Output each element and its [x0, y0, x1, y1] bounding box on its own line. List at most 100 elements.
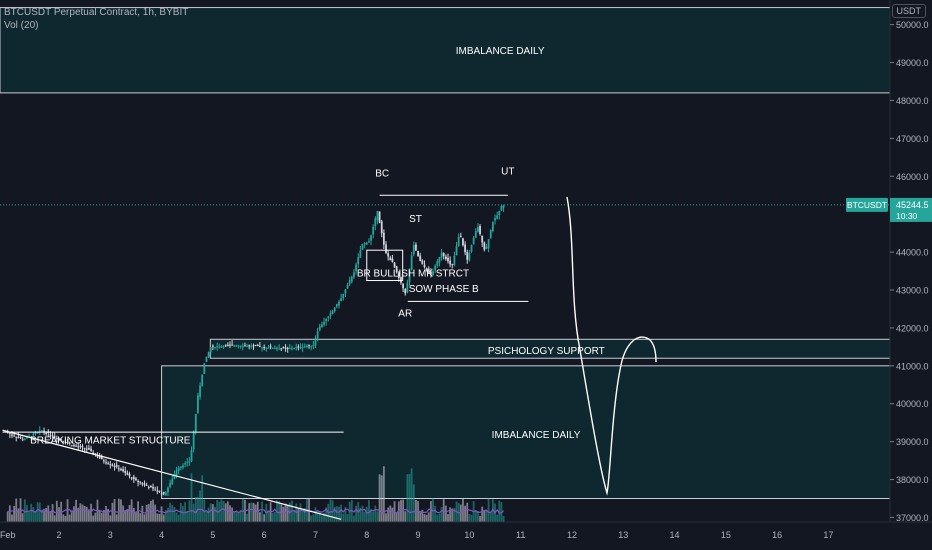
candle-body	[273, 348, 276, 350]
volume-bar	[190, 473, 193, 522]
volume-bar	[498, 500, 501, 522]
volume-bar	[201, 475, 204, 522]
x-tick-label: 9	[416, 530, 421, 540]
candle-body	[374, 218, 377, 226]
zone-box-3	[161, 365, 891, 499]
candle-body	[325, 319, 328, 322]
candle-body	[70, 445, 73, 447]
candle-body	[397, 272, 400, 278]
candle-body	[201, 374, 204, 387]
volume-bar	[62, 514, 65, 522]
candle-body	[297, 346, 300, 348]
volume-bar	[389, 505, 392, 522]
candle-body	[335, 303, 338, 307]
volume-bar	[451, 508, 454, 522]
volume-bar	[308, 498, 310, 522]
candle-body	[190, 450, 193, 462]
candle-body	[455, 246, 458, 256]
candle-body	[462, 238, 464, 246]
candle-body	[6, 432, 9, 434]
volume-indicator-label[interactable]: Vol (20)	[4, 20, 39, 31]
candle-body	[357, 257, 360, 265]
candle-body	[263, 346, 266, 348]
volume-bar	[55, 500, 58, 522]
zone-label-3: IMBALANCE DAILY	[492, 430, 581, 441]
volume-bar	[205, 511, 208, 522]
candle-body	[500, 206, 503, 211]
volume-bar	[85, 506, 88, 522]
x-tick-label: 15	[721, 530, 731, 540]
zone-label-1: IMBALANCE DAILY	[456, 46, 545, 57]
x-tick-label: 10	[464, 530, 474, 540]
candle-body	[23, 439, 26, 441]
candle-body	[90, 448, 92, 452]
candle-body	[466, 252, 469, 260]
volume-bar	[207, 507, 210, 522]
candle-body	[45, 432, 48, 434]
volume-bar	[209, 503, 212, 522]
volume-bar	[391, 507, 394, 522]
volume-bar	[434, 505, 437, 522]
volume-bar	[412, 484, 415, 522]
candle-body	[233, 345, 236, 347]
volume-bar	[387, 507, 390, 522]
volume-bar	[397, 501, 400, 522]
candle-body	[440, 252, 443, 258]
candle-body	[152, 487, 154, 489]
volume-bar	[26, 505, 28, 522]
volume-bar	[171, 504, 174, 522]
volume-bar	[36, 502, 39, 522]
candle-body	[147, 486, 150, 488]
volume-bar	[303, 507, 306, 522]
candle-body	[205, 356, 208, 362]
volume-bar	[425, 514, 428, 522]
annotation-7: BREAKING MARKET STRUCTURE	[30, 436, 191, 447]
candle-body	[203, 363, 206, 374]
volume-bar	[459, 504, 462, 522]
volume-bar	[53, 515, 56, 522]
candle-body	[291, 348, 293, 350]
volume-bar	[64, 515, 67, 522]
volume-bar	[68, 514, 71, 522]
volume-bar	[203, 499, 206, 522]
candle-body	[120, 468, 122, 471]
volume-bar	[487, 498, 490, 522]
candle-body	[216, 346, 219, 348]
y-tick-label: 38000.0	[896, 475, 929, 485]
currency-button[interactable]: USDT	[891, 4, 926, 18]
candle-body	[267, 347, 270, 349]
y-tick-label: 42000.0	[896, 323, 929, 333]
candle-body	[111, 464, 114, 466]
candle-body	[344, 289, 347, 294]
candle-body	[295, 347, 298, 349]
candle-body	[218, 346, 221, 348]
candle-body	[286, 347, 289, 349]
candle-body	[376, 211, 379, 221]
volume-bar	[468, 514, 471, 522]
candle-body	[77, 446, 80, 448]
candle-body	[40, 430, 43, 432]
candle-body	[363, 243, 366, 245]
x-tick-label: 13	[618, 530, 628, 540]
volume-bar	[406, 474, 409, 522]
volume-bar	[466, 502, 469, 522]
volume-bar	[342, 513, 345, 522]
volume-bar	[502, 515, 505, 522]
candle-body	[135, 478, 137, 481]
candle-body	[244, 345, 246, 347]
volume-bar	[38, 502, 41, 522]
annotation-5: SOW PHASE B	[409, 284, 479, 295]
candle-body	[143, 483, 146, 485]
candle-body	[169, 482, 172, 487]
symbol-title[interactable]: BTCUSDT Perpetual Contract, 1h, BYBIT	[4, 7, 189, 18]
volume-bar	[113, 498, 116, 522]
volume-bar	[301, 508, 304, 522]
candle-body	[30, 436, 33, 438]
volume-bar	[237, 512, 240, 522]
candle-body	[8, 433, 11, 435]
candle-body	[299, 347, 302, 349]
candle-body	[385, 244, 387, 254]
candle-body	[75, 445, 77, 447]
volume-bar	[417, 501, 419, 522]
